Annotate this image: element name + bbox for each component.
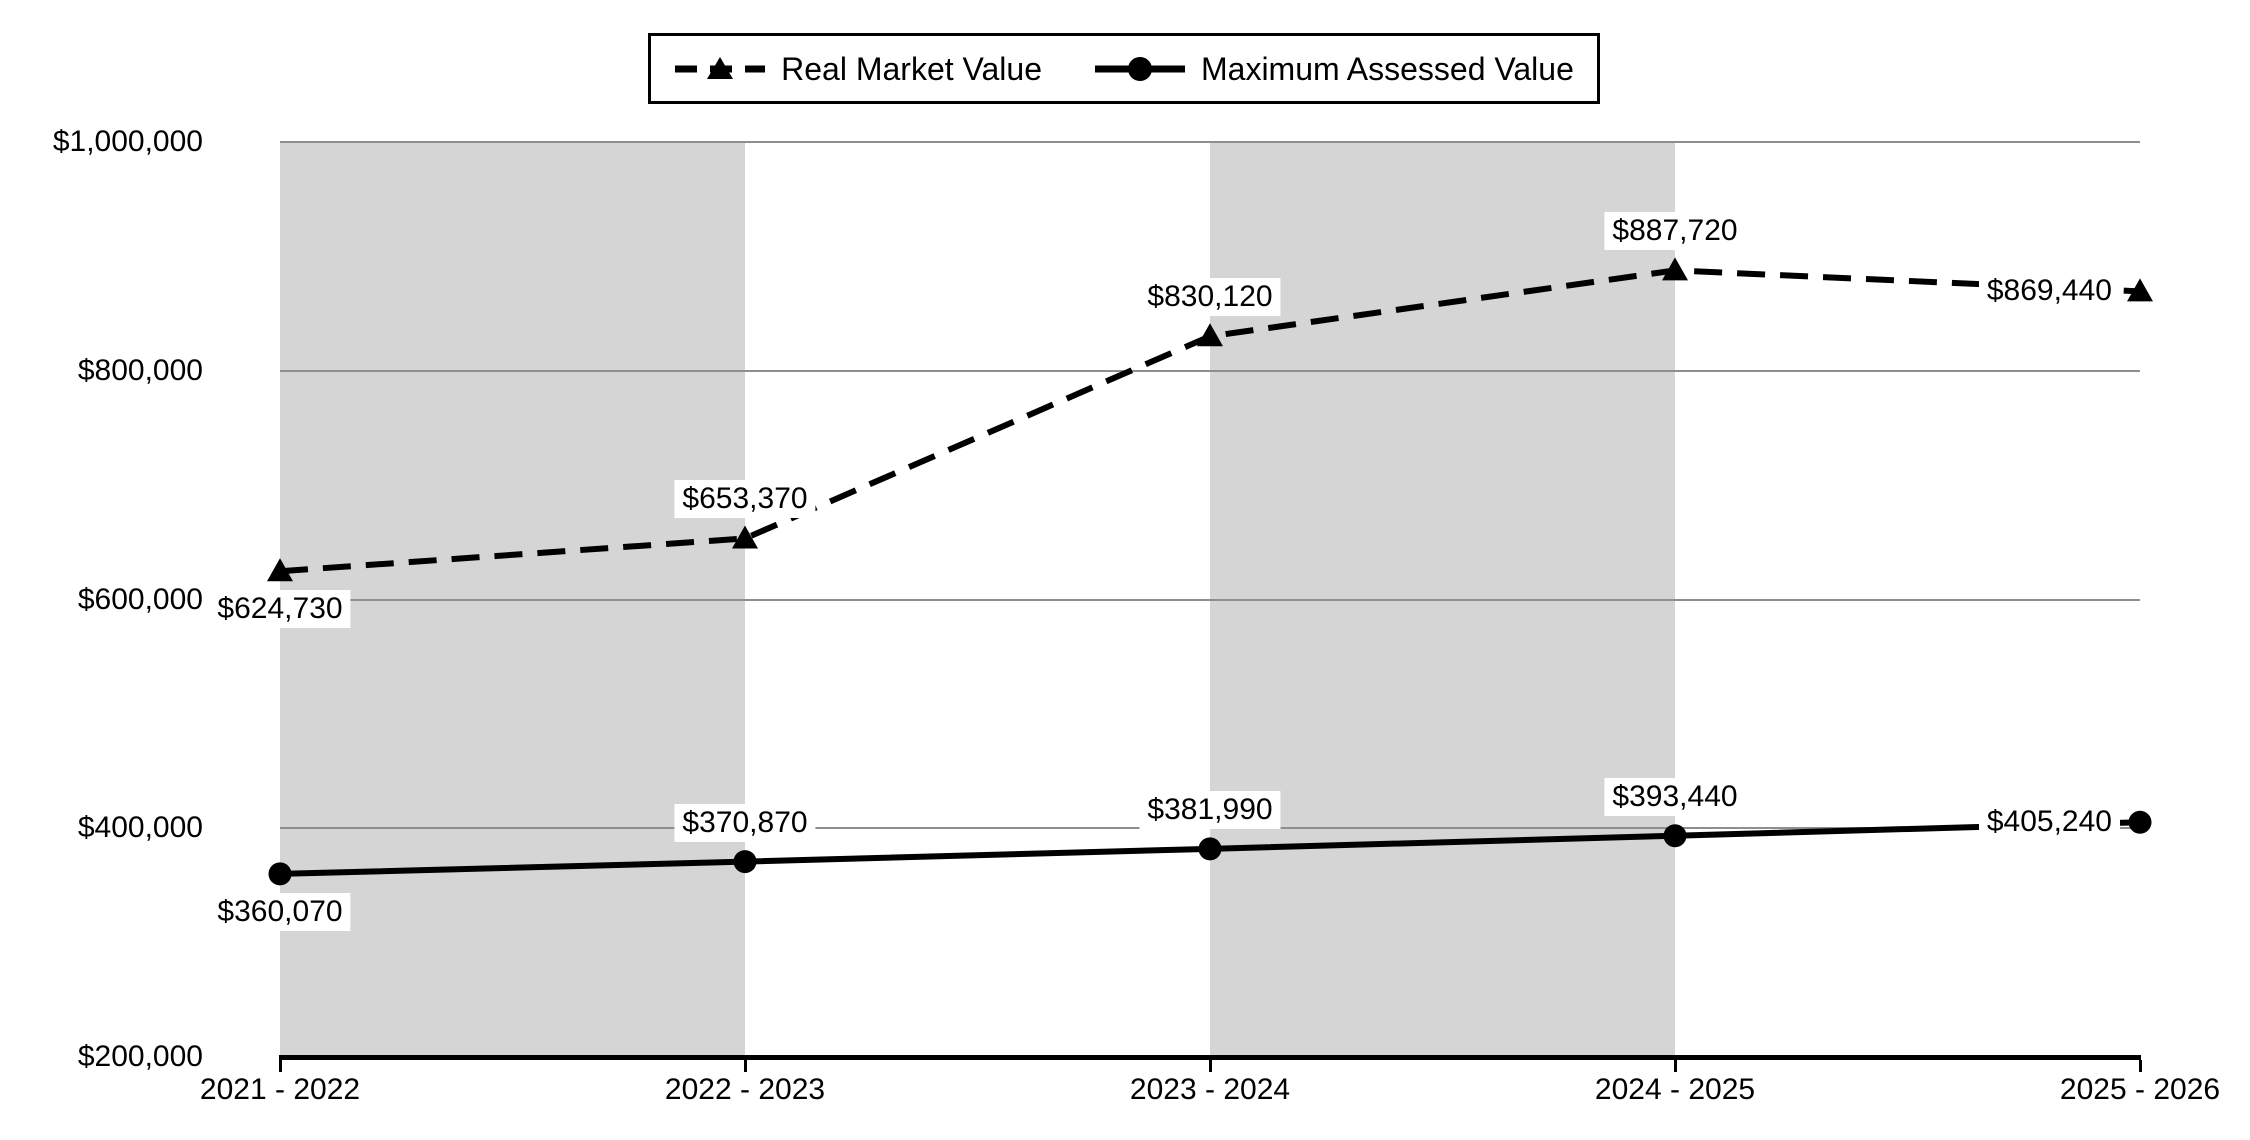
axis-tick <box>744 1060 747 1072</box>
dashed-line-triangle-marker-icon <box>675 56 766 79</box>
triangle-marker-real-market-value <box>2127 278 2153 302</box>
data-label-real-market-value: $887,720 <box>1604 212 1746 251</box>
triangle-marker-real-market-value <box>1197 323 1223 347</box>
legend-label: Maximum Assessed Value <box>1200 50 1574 87</box>
circle-marker-maximum-assessed-value <box>1663 824 1687 848</box>
y-axis-tick-label: $1,000,000 <box>52 125 203 158</box>
circle-marker-maximum-assessed-value <box>1198 837 1222 861</box>
x-axis-tick-label: 2023 - 2024 <box>1129 1073 1291 1106</box>
circle-marker-maximum-assessed-value <box>268 862 292 886</box>
x-axis-tick-label: 2022 - 2023 <box>664 1073 826 1106</box>
circle-marker-maximum-assessed-value <box>2128 810 2152 834</box>
axis-tick <box>2139 1060 2142 1072</box>
legend-item-maximum-assessed-value: Maximum Assessed Value <box>1094 51 1574 87</box>
axis-tick <box>1674 1060 1677 1072</box>
triangle-marker-real-market-value <box>267 558 293 582</box>
data-label-maximum-assessed-value: $370,870 <box>674 803 816 842</box>
triangle-marker-real-market-value <box>732 525 758 549</box>
y-axis-tick-label: $400,000 <box>77 811 203 844</box>
data-label-real-market-value: $624,730 <box>209 590 351 629</box>
gridline <box>280 369 2140 372</box>
data-label-maximum-assessed-value: $381,990 <box>1139 790 1281 829</box>
data-label-real-market-value: $869,440 <box>1978 272 2120 311</box>
x-axis-tick-label: 2024 - 2025 <box>1594 1073 1756 1106</box>
solid-line-circle-marker-icon <box>1094 56 1185 81</box>
data-label-real-market-value: $830,120 <box>1139 278 1281 317</box>
data-label-maximum-assessed-value: $405,240 <box>1978 803 2120 842</box>
gridline <box>280 141 2140 143</box>
data-label-maximum-assessed-value: $360,070 <box>209 892 351 931</box>
data-label-maximum-assessed-value: $393,440 <box>1604 777 1746 816</box>
axis-tick <box>1209 1060 1212 1072</box>
x-axis-tick-label: 2021 - 2022 <box>199 1073 361 1106</box>
y-axis-tick-label: $600,000 <box>77 583 203 616</box>
circle-marker-maximum-assessed-value <box>733 850 757 874</box>
y-axis-tick-label: $800,000 <box>77 354 203 387</box>
x-axis-line <box>279 1055 2141 1060</box>
axis-tick <box>279 1060 282 1072</box>
legend: Real Market Value Maximum Assessed Value <box>648 33 1600 104</box>
x-axis-tick-label: 2025 - 2026 <box>2059 1073 2221 1106</box>
legend-label: Real Market Value <box>781 50 1042 87</box>
y-axis-tick-label: $200,000 <box>77 1040 203 1073</box>
triangle-marker-real-market-value <box>1662 257 1688 281</box>
data-label-real-market-value: $653,370 <box>674 480 816 519</box>
gridline <box>280 598 2140 601</box>
legend-item-real-market-value: Real Market Value <box>674 51 1042 87</box>
